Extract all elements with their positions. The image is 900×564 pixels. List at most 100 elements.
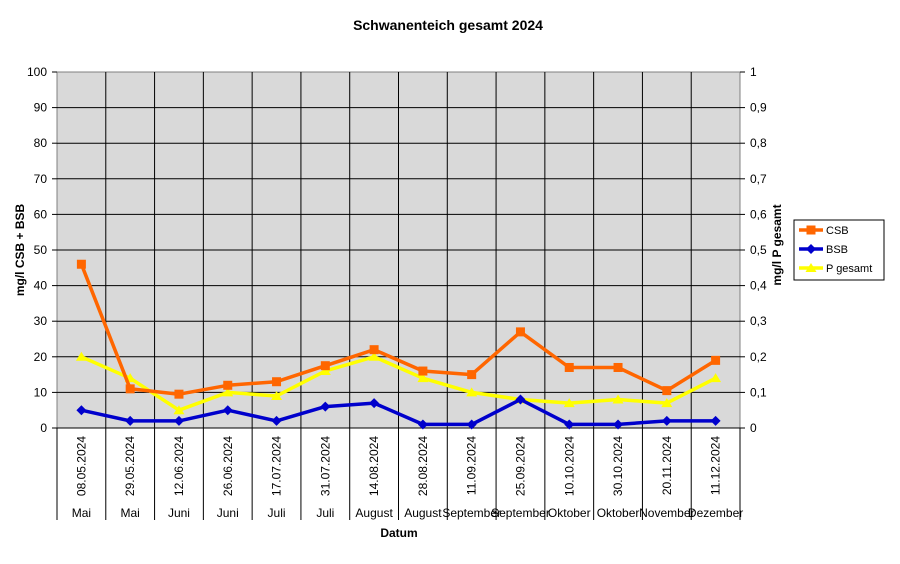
data-point-bsb xyxy=(417,419,428,430)
x-tick-label-month: Juni xyxy=(168,506,190,520)
y-tick-label: 0 xyxy=(40,421,47,435)
x-tick-label-date: 17.07.2024 xyxy=(270,436,284,496)
data-point-p-gesamt xyxy=(271,390,283,400)
x-tick-label-date: 14.08.2024 xyxy=(367,436,381,496)
x-tick-label-date: 11.12.2024 xyxy=(709,436,723,495)
data-point-csb xyxy=(515,327,525,337)
data-point-p-gesamt xyxy=(173,405,185,415)
y-tick-label: 60 xyxy=(34,207,48,221)
x-tick-label-month: September xyxy=(442,506,501,520)
y2-tick-label: 1 xyxy=(750,65,757,79)
data-point-bsb xyxy=(125,415,136,426)
legend: CSB BSB P gesamt xyxy=(793,219,885,281)
legend-label-p-gesamt: P gesamt xyxy=(826,263,872,275)
series-layer xyxy=(75,259,722,430)
series-line-p-gesamt xyxy=(80,355,717,412)
x-tick-label-month: Juli xyxy=(316,506,334,520)
data-point-csb xyxy=(369,345,379,355)
data-point-csb xyxy=(174,389,184,399)
y-tick-label: 10 xyxy=(34,385,48,399)
y-tick-label: 30 xyxy=(34,314,48,328)
y-tick-label: 90 xyxy=(34,101,48,115)
series-line-csb xyxy=(79,263,717,396)
data-point-p-gesamt xyxy=(563,398,575,408)
legend-label-bsb: BSB xyxy=(826,244,848,256)
data-point-bsb xyxy=(173,415,184,426)
x-tick-label-month: August xyxy=(355,506,393,520)
data-point-bsb xyxy=(564,419,575,430)
data-point-csb xyxy=(564,362,574,372)
y2-tick-label: 0,4 xyxy=(750,279,767,293)
y2-tick-label: 0 xyxy=(750,421,757,435)
y-tick-label: 100 xyxy=(27,65,47,79)
x-tick-label-month: Mai xyxy=(72,506,91,520)
x-tick-label-month: August xyxy=(404,506,442,520)
data-point-csb xyxy=(418,366,428,376)
x-tick-label-date: 08.05.2024 xyxy=(74,436,88,496)
y-tick-label: 20 xyxy=(34,350,48,364)
x-tick-label-date: 28.08.2024 xyxy=(416,436,430,496)
x-tick-label-date: 29.05.2024 xyxy=(123,436,137,496)
y-tick-label: 80 xyxy=(34,136,48,150)
data-point-csb xyxy=(223,380,233,390)
x-tick-label-date: 31.07.2024 xyxy=(318,436,332,496)
data-point-p-gesamt xyxy=(319,366,331,376)
x-axis-label: Datum xyxy=(380,526,417,540)
x-tick-label-month: Oktober xyxy=(548,506,591,520)
y-axis-left: 0 10 20 30 40 50 60 70 80 90 100 xyxy=(27,65,57,435)
data-point-csb xyxy=(125,384,135,394)
data-point-p-gesamt xyxy=(417,373,429,383)
x-tick-label-date: 12.06.2024 xyxy=(172,436,186,496)
x-tick-label-date: 26.06.2024 xyxy=(221,436,235,496)
data-point-bsb xyxy=(271,415,282,426)
data-point-bsb xyxy=(369,398,380,409)
legend-marker-csb xyxy=(806,225,816,235)
x-tick-label-date: 30.10.2024 xyxy=(611,436,625,496)
data-point-p-gesamt xyxy=(222,387,234,397)
data-point-p-gesamt xyxy=(75,351,87,361)
x-tick-label-month: September xyxy=(491,506,550,520)
y2-tick-label: 0,7 xyxy=(750,172,767,186)
x-tick-label-date: 10.10.2024 xyxy=(562,436,576,496)
x-tick-label-month: Oktober xyxy=(597,506,640,520)
series-line-bsb xyxy=(81,397,716,427)
y2-tick-label: 0,2 xyxy=(750,350,767,364)
x-tick-label-date: 11.09.2024 xyxy=(465,436,479,495)
y-tick-label: 70 xyxy=(34,172,48,186)
data-point-bsb xyxy=(222,405,233,416)
y2-tick-label: 0,1 xyxy=(750,385,767,399)
data-point-bsb xyxy=(466,419,477,430)
y-axis-right-label: mg/l P gesamt xyxy=(770,204,784,285)
x-tick-label-month: Mai xyxy=(121,506,140,520)
x-axis: 08.05.2024 Mai 29.05.2024 Mai 12.06.2024 Juni… xyxy=(56,427,743,520)
legend-label-csb: CSB xyxy=(826,225,849,237)
data-point-p-gesamt xyxy=(368,351,380,361)
data-point-csb xyxy=(320,361,330,371)
x-tick-label-date: 25.09.2024 xyxy=(513,436,527,496)
data-point-bsb xyxy=(76,405,87,416)
y-tick-label: 50 xyxy=(34,243,48,257)
y2-tick-label: 0,6 xyxy=(750,207,767,221)
data-point-bsb xyxy=(320,401,331,412)
data-point-p-gesamt xyxy=(612,394,624,404)
y2-tick-label: 0,3 xyxy=(750,314,767,328)
x-tick-label-month: Juni xyxy=(217,506,239,520)
y-tick-label: 40 xyxy=(34,279,48,293)
data-point-csb xyxy=(613,362,623,372)
data-point-p-gesamt xyxy=(710,373,722,383)
legend-marker-bsb xyxy=(806,244,816,254)
y-axis-right: 0 0,1 0,2 0,3 0,4 0,5 0,6 0,7 0,8 0,9 1 xyxy=(740,65,767,435)
chart-title: Schwanenteich gesamt 2024 xyxy=(353,17,543,33)
x-tick-label-date: 20.11.2024 xyxy=(660,436,674,495)
x-tick-label-month: Juli xyxy=(268,506,286,520)
data-point-csb xyxy=(272,377,282,387)
y2-tick-label: 0,9 xyxy=(750,101,767,115)
data-point-bsb xyxy=(613,419,624,430)
legend-marker-p-gesamt xyxy=(805,263,817,272)
data-point-bsb xyxy=(710,415,721,426)
data-point-p-gesamt xyxy=(466,387,478,397)
x-tick-label-month: November xyxy=(639,506,694,520)
data-point-bsb xyxy=(661,415,672,426)
data-point-csb xyxy=(467,370,477,380)
